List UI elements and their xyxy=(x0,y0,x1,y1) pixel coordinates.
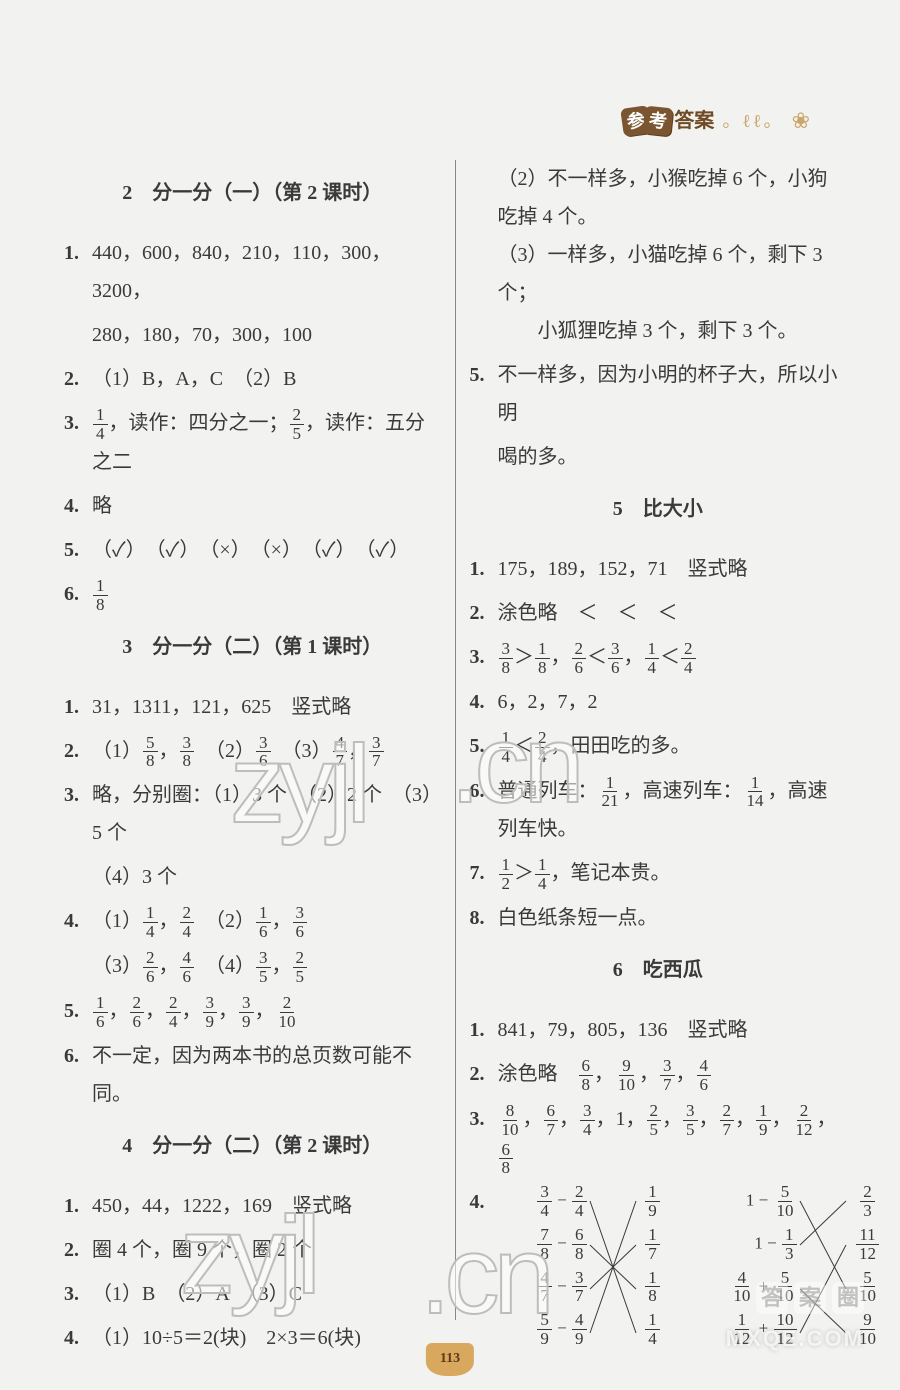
left-column: 2 分一分（一）（第 2 课时） 1. 440，600，840，210，110，… xyxy=(50,160,455,1320)
sec5-item1: 1. 175，189，152，71 竖式略 xyxy=(470,550,847,588)
sec5-item6: 6. 普通列车：121，高速列车：114，高速列车快。 xyxy=(470,772,847,849)
page-number-value: 113 xyxy=(426,1343,474,1376)
sec5-item3: 3. 38＞18，26＜36，14＜24 xyxy=(470,638,847,677)
page-number: 113 xyxy=(426,1337,474,1376)
sec5-item2: 2. 涂色略 ＜ ＜ ＜ xyxy=(470,594,847,632)
doodle-icon: 。ℓℓ。 xyxy=(722,104,783,138)
right-l1: （2）不一样多，小猴吃掉 6 个，小狗吃掉 4 个。 xyxy=(498,160,847,236)
sec5-item5: 5. 14＜24，田田吃的多。 xyxy=(470,727,847,766)
sec4-item3: 3. （1）B （2）A （3）C xyxy=(64,1275,441,1313)
sec6-item1: 1. 841，79，805，136 竖式略 xyxy=(470,1011,847,1049)
flower-icon: ❀ xyxy=(792,100,810,142)
sec2-item2: 2. （1）B，A，C （2）B xyxy=(64,360,441,398)
sec2-item4: 4. 略 xyxy=(64,487,441,525)
sec2-item6: 6. 18 xyxy=(64,575,441,614)
sec4-item4: 4. （1）10÷5＝2(块) 2×3＝6(块) xyxy=(64,1319,441,1357)
sec5-item8: 8. 白色纸条短一点。 xyxy=(470,899,847,937)
right-column: （2）不一样多，小猴吃掉 6 个，小狗吃掉 4 个。 （3）一样多，小猫吃掉 6… xyxy=(456,160,861,1320)
sec6-item2: 2. 涂色略 68，910，37，46 xyxy=(470,1055,847,1094)
sec6-item3: 3. 810，67，34，1，25，35，27，19，212，68 xyxy=(470,1100,847,1178)
sec4-item1: 1. 450，44，1222，169 竖式略 xyxy=(64,1187,441,1225)
sec5-item7: 7. 12＞14，笔记本贵。 xyxy=(470,854,847,893)
badge-tiles: 参 考 xyxy=(622,107,666,135)
frac-2-5: 25 xyxy=(290,406,305,443)
footer-url: MXQE.COM xyxy=(726,1318,864,1360)
sec3-item4: 4. （1）14，24 （2）16，36 xyxy=(64,902,441,941)
sec4-title: 4 分一分（二）（第 2 课时） xyxy=(64,1127,441,1165)
sec2-i1b: 280，180，70，300，100 xyxy=(92,316,441,354)
sec3-item6: 6. 不一定，因为两本书的总页数可能不同。 xyxy=(64,1037,441,1113)
sec2-item3: 3. 14，读作：四分之一；25，读作：五分之二 xyxy=(64,404,441,481)
sec2-i2: （1）B，A，C （2）B xyxy=(92,360,441,398)
answer-label: 答案 xyxy=(674,102,714,140)
content-columns: 2 分一分（一）（第 2 课时） 1. 440，600，840，210，110，… xyxy=(50,160,860,1320)
sec3-item1: 1. 31，1311，121，625 竖式略 xyxy=(64,688,441,726)
sec2-title: 2 分一分（一）（第 2 课时） xyxy=(64,174,441,212)
sec6-title: 6 吃西瓜 xyxy=(470,951,847,989)
sec3-item2: 2. （1）58，38 （2）36 （3）47，37 xyxy=(64,732,441,771)
right-l2: （3）一样多，小猫吃掉 6 个，剩下 3 个； xyxy=(498,236,847,312)
page-root: 参 考 答案 。ℓℓ。 ❀ zyjl .cn zyjl .cn 2 分一分（一）… xyxy=(0,0,900,1390)
sec4-item2: 2. 圈 4 个，圈 9 个，圈 2 个 xyxy=(64,1231,441,1269)
sec5-title: 5 比大小 xyxy=(470,490,847,528)
badge-char-2: 考 xyxy=(643,106,674,137)
sec3-i4b: （3）26，46 （4）35，25 xyxy=(92,947,441,986)
sec3-i3b: （4）3 个 xyxy=(92,858,441,896)
match-left-answers: 19 17 18 14 xyxy=(638,1183,668,1348)
right-l3: 小狐狸吃掉 3 个，剩下 3 个。 xyxy=(498,312,847,350)
sec3-item3: 3. 略，分别圈：（1）3 个 （2）2 个 （3）5 个 xyxy=(64,776,441,852)
sec2-i1a: 440，600，840，210，110，300，3200， xyxy=(92,242,391,302)
frac-1-8: 18 xyxy=(93,577,108,614)
footer-stamp: 答 案 圈 MXQE.COM xyxy=(726,1282,864,1360)
sec5-item4: 4. 6，2，7，2 xyxy=(470,683,847,721)
sec3-item5: 5. 16，26，24，39，39，210 xyxy=(64,992,441,1031)
footer-stamp-boxes: 答 案 圈 xyxy=(756,1282,864,1314)
answer-key-badge: 参 考 答案 。ℓℓ。 ❀ xyxy=(622,100,810,142)
frac-1-4: 14 xyxy=(93,406,108,443)
right-item5: 5. 不一样多，因为小明的杯子大，所以小明 xyxy=(470,356,847,432)
sec2-item5: 5. （✓） （✓） （×） （×） （✓） （✓） xyxy=(64,531,441,569)
sec3-title: 3 分一分（二）（第 1 课时） xyxy=(64,628,441,666)
sec2-item1: 1. 440，600，840，210，110，300，3200， xyxy=(64,234,441,310)
right-i5b: 喝的多。 xyxy=(498,438,847,476)
match-left-exprs: 34 − 24 78 − 68 47 − 37 59 − 49 xyxy=(498,1183,588,1348)
